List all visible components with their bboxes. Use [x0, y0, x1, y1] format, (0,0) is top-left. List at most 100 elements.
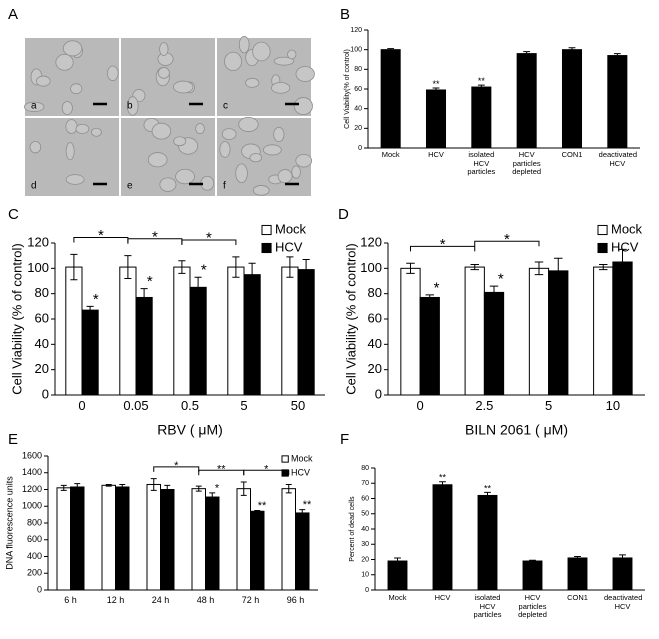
- cell: [70, 83, 83, 95]
- bar: [281, 266, 299, 396]
- y-tick-label: 120: [360, 234, 382, 249]
- cell: [61, 101, 73, 115]
- x-tick-label: 0.05: [123, 399, 149, 413]
- bracket-label: *: [174, 460, 179, 472]
- cell: [157, 67, 170, 79]
- x-tick-label: 0: [416, 399, 424, 413]
- bar: [387, 560, 408, 591]
- y-tick-label: 1000: [22, 501, 42, 511]
- cell: [62, 40, 83, 57]
- x-tick-foreign: HCV particles depleted: [518, 594, 547, 619]
- significance-mark: *: [201, 262, 207, 279]
- bar: [471, 86, 492, 149]
- cell: [293, 97, 313, 115]
- bar: [297, 269, 315, 396]
- error-bar: [618, 248, 627, 276]
- legend-swatch: [281, 469, 289, 477]
- y-tick-label: 80: [35, 285, 49, 300]
- bar: [483, 291, 505, 396]
- x-tick-foreign: 10: [606, 399, 620, 413]
- error-bar: [140, 288, 148, 307]
- bar: [380, 49, 401, 149]
- x-tick-label: HCV particles depleted: [512, 151, 542, 177]
- y-tick-label: 100: [360, 260, 382, 275]
- x-tick-label: 0.5: [180, 399, 200, 413]
- y-tick-label: 60: [35, 310, 49, 325]
- panel-label: B: [340, 6, 350, 23]
- y-tick-label: 20: [361, 556, 369, 563]
- cell: [295, 66, 315, 82]
- legend-swatch: [597, 224, 608, 236]
- cell: [219, 141, 231, 158]
- y-tick-label: 20: [368, 361, 382, 376]
- error-bar: [232, 256, 240, 278]
- error-bar: [299, 509, 306, 517]
- cell: [238, 116, 259, 132]
- x-tick-foreign: 5: [545, 399, 552, 413]
- cell: [235, 163, 248, 184]
- error-bar: [534, 261, 544, 276]
- cell: [252, 185, 270, 196]
- bar: [567, 557, 588, 591]
- bracket-label: *: [206, 230, 212, 247]
- comparison-bracket: [474, 240, 540, 247]
- x-axis-label: RBV ( μM): [157, 422, 223, 438]
- error-bar: [387, 48, 395, 52]
- error-bar: [124, 255, 132, 279]
- bar: [236, 488, 251, 591]
- bar: [65, 266, 83, 396]
- bar: [528, 267, 550, 396]
- x-tick-label: CON1: [567, 594, 588, 602]
- error-bar: [574, 555, 581, 560]
- cell: [159, 42, 169, 57]
- x-tick-foreign: 0.05: [123, 399, 149, 413]
- cell: [245, 77, 260, 88]
- x-tick-foreign: CON1: [562, 151, 583, 159]
- cell: [252, 41, 271, 62]
- error-bar: [119, 483, 126, 490]
- x-tick-label: 24 h: [151, 595, 170, 605]
- error-bar: [60, 484, 67, 491]
- error-bar: [425, 294, 435, 301]
- error-bar: [209, 492, 216, 502]
- y-tick-label: 0: [37, 584, 42, 594]
- y-tick-label: 20: [35, 361, 49, 376]
- cell: [126, 96, 139, 116]
- cell: [173, 136, 187, 147]
- y-tick-label: 80: [354, 66, 362, 73]
- bar: [432, 484, 453, 591]
- y-axis-label: Cell Viability(% of control): [344, 49, 351, 129]
- cell: [35, 75, 51, 87]
- y-tick-label: 30: [361, 541, 369, 548]
- x-tick-label: isolated HCV particles: [473, 594, 502, 620]
- bar: [173, 266, 191, 396]
- x-tick-foreign: isolated HCV particles: [473, 594, 502, 620]
- bar: [522, 560, 543, 591]
- x-tick-foreign: HCV particles depleted: [512, 151, 542, 177]
- bracket-label: **: [217, 463, 226, 475]
- y-axis-label: DNA fluorescence units: [4, 476, 14, 570]
- y-tick-label: 0: [358, 145, 362, 152]
- error-bar: [105, 483, 112, 487]
- cell: [23, 101, 45, 112]
- cell: [29, 141, 42, 154]
- x-tick-foreign: 50: [291, 399, 305, 413]
- legend-swatch: [281, 455, 289, 463]
- y-tick-label: 40: [354, 106, 362, 113]
- bar: [250, 510, 265, 591]
- cell: [75, 123, 90, 134]
- x-tick-label: 0: [78, 399, 86, 413]
- cell: [221, 128, 237, 140]
- micrograph-label: b: [127, 101, 133, 112]
- x-tick-label: 12 h: [106, 595, 125, 605]
- x-tick-foreign: CON1: [567, 594, 588, 602]
- y-tick-label: 100: [350, 47, 362, 54]
- bracket-label: *: [264, 463, 269, 475]
- y-tick-label: 0: [365, 587, 369, 594]
- significance-mark: **: [484, 483, 492, 493]
- bar: [135, 296, 153, 396]
- y-tick-label: 800: [27, 517, 42, 527]
- error-bar: [195, 485, 202, 492]
- error-bar: [523, 51, 531, 57]
